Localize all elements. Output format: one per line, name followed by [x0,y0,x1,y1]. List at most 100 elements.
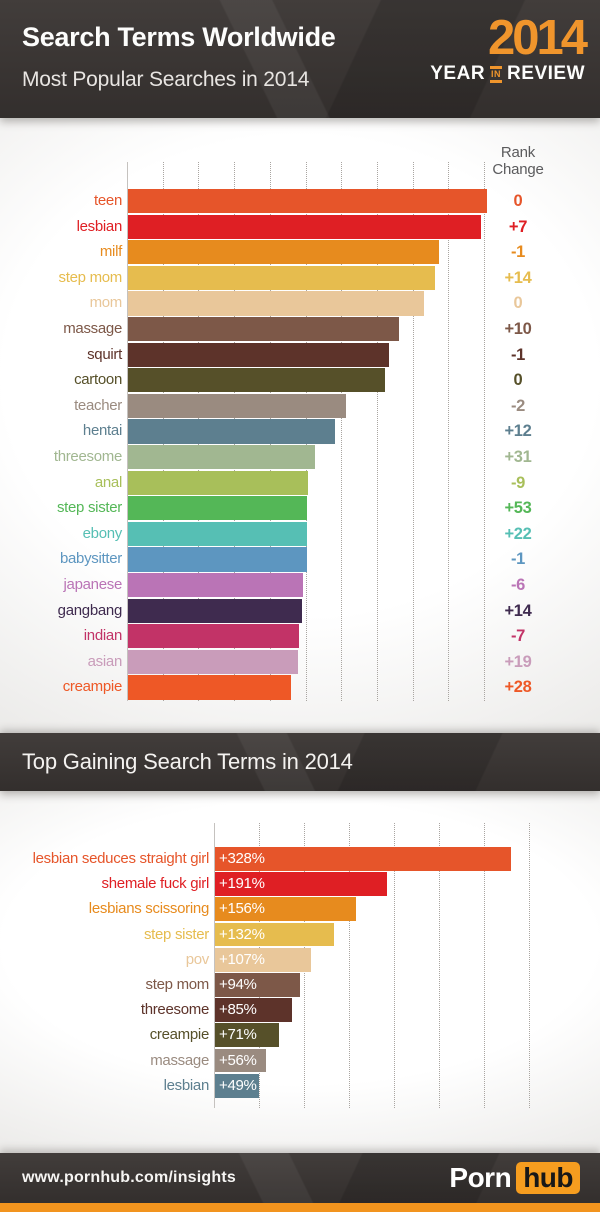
chart-row: squirt -1 [0,342,600,367]
logo-hub-box: hub [516,1161,580,1195]
rank-change-value: -9 [510,473,526,492]
bar [128,445,316,470]
bar-label: indian [83,627,123,645]
rank-change-value: +14 [504,601,532,620]
rank-change-value: -6 [510,576,526,594]
chart-row: babysitter -1 [0,547,600,572]
gridline [341,162,343,701]
bar [215,1073,260,1098]
value-axis-line [127,162,128,701]
bar [128,368,385,393]
bar-label: shemale fuck girl [101,875,210,893]
gaining-terms-chart: lesbian seduces straight girl +328% shemal… [0,791,600,1153]
chart-row: threesome +31 [0,445,600,470]
chart-row: milf -1 [0,240,600,265]
page-subtitle: Most Popular Searches in 2014 [22,68,310,91]
logo-word-year: YEAR [430,63,486,85]
bar [128,291,425,316]
bar [128,624,300,649]
chart-row: creampie +71% [0,1023,600,1048]
gridline [448,162,450,701]
chart-row: massage +10 [0,317,600,342]
bar-value-label: +191% [219,875,265,893]
bar [128,214,482,239]
gridline [484,823,485,1108]
bar-label: babysitter [59,550,122,568]
bar [128,265,435,291]
chart-row: indian -7 [0,624,600,649]
rank-change-value: -1 [510,345,526,364]
rank-change-column-header: Rank Change [492,144,544,178]
gridline [529,823,530,1108]
bar-label: anal [94,473,122,491]
bar [215,897,356,922]
logo-year-text: 2014 [487,11,588,65]
bar [215,922,334,947]
bar [215,1048,266,1073]
bar [128,573,303,598]
bar-value-label: +156% [219,900,265,918]
chart-row: step mom +14 [0,265,600,291]
bar [215,872,388,896]
chart-row: shemale fuck girl +191% [0,872,600,896]
bar [128,675,292,700]
chart-row: lesbian +7 [0,214,600,239]
bar-label: creampie [62,678,123,696]
bar-label: asian [87,652,123,670]
bar [128,521,307,547]
gridline [349,823,350,1108]
bar [215,973,300,997]
value-axis-line [214,823,215,1108]
rank-change-value: -1 [510,550,526,569]
bar [128,419,336,444]
rank-change-value: 0 [513,294,523,313]
chart-row: lesbian +49% [0,1073,600,1098]
pornhub-logo: Porn hub [449,1153,580,1203]
bar [215,947,312,972]
logo-word-review: REVIEW [507,63,585,85]
insights-url[interactable]: www.pornhub.com/insights [22,1169,236,1186]
bar-label: hentai [82,422,122,440]
bar [128,393,346,419]
rank-change-value: -2 [510,396,526,415]
rank-change-value: -7 [510,627,526,646]
footer-band: www.pornhub.com/insights Porn hub [0,1153,600,1203]
rank-change-value: +31 [504,448,532,466]
bar-label: massage [63,320,122,337]
bar-value-label: +56% [219,1051,257,1069]
bar [215,998,292,1022]
rank-change-value: +7 [508,217,528,236]
bar-label: squirt [87,345,122,363]
bar [128,496,307,521]
bar-value-label: +328% [219,850,265,867]
bar-value-label: +132% [219,925,265,943]
bar-label: step sister [143,925,209,943]
bar-label: ebony [82,524,123,542]
rank-change-value: +53 [504,499,532,518]
rank-change-value: +12 [504,422,532,441]
bar-label: massage [150,1051,209,1069]
chart-row: pov +107% [0,947,600,972]
bar-value-label: +85% [219,1001,257,1019]
bar-label: pov [185,950,210,968]
gridline [376,162,378,701]
bar-label: step mom [145,976,210,993]
chart-row: ebony +22 [0,521,600,547]
page-title: Search Terms Worldwide [22,22,336,52]
bar-label: step sister [56,499,122,517]
rank-change-value: 0 [513,371,523,390]
bar [128,342,389,367]
year-in-review-logo: 2014 YEAR IN REVIEW [430,11,588,85]
logo-year-in-review-line: YEAR IN REVIEW [430,63,585,85]
bar [128,598,302,623]
chart-row: lesbian seduces straight girl +328% [0,847,600,871]
bar-label: milf [99,243,122,261]
popular-searches-chart: Rank Change teen 0 lesbian +7 milf -1 step mom… [0,118,600,733]
rank-change-value: +10 [504,320,532,338]
chart-row: mom 0 [0,291,600,316]
bar-value-label: +94% [219,976,257,993]
header-band: Search Terms Worldwide Most Popular Sear… [0,0,600,118]
bar-label: lesbians scissoring [88,900,210,918]
chart-row: japanese -6 [0,573,600,598]
